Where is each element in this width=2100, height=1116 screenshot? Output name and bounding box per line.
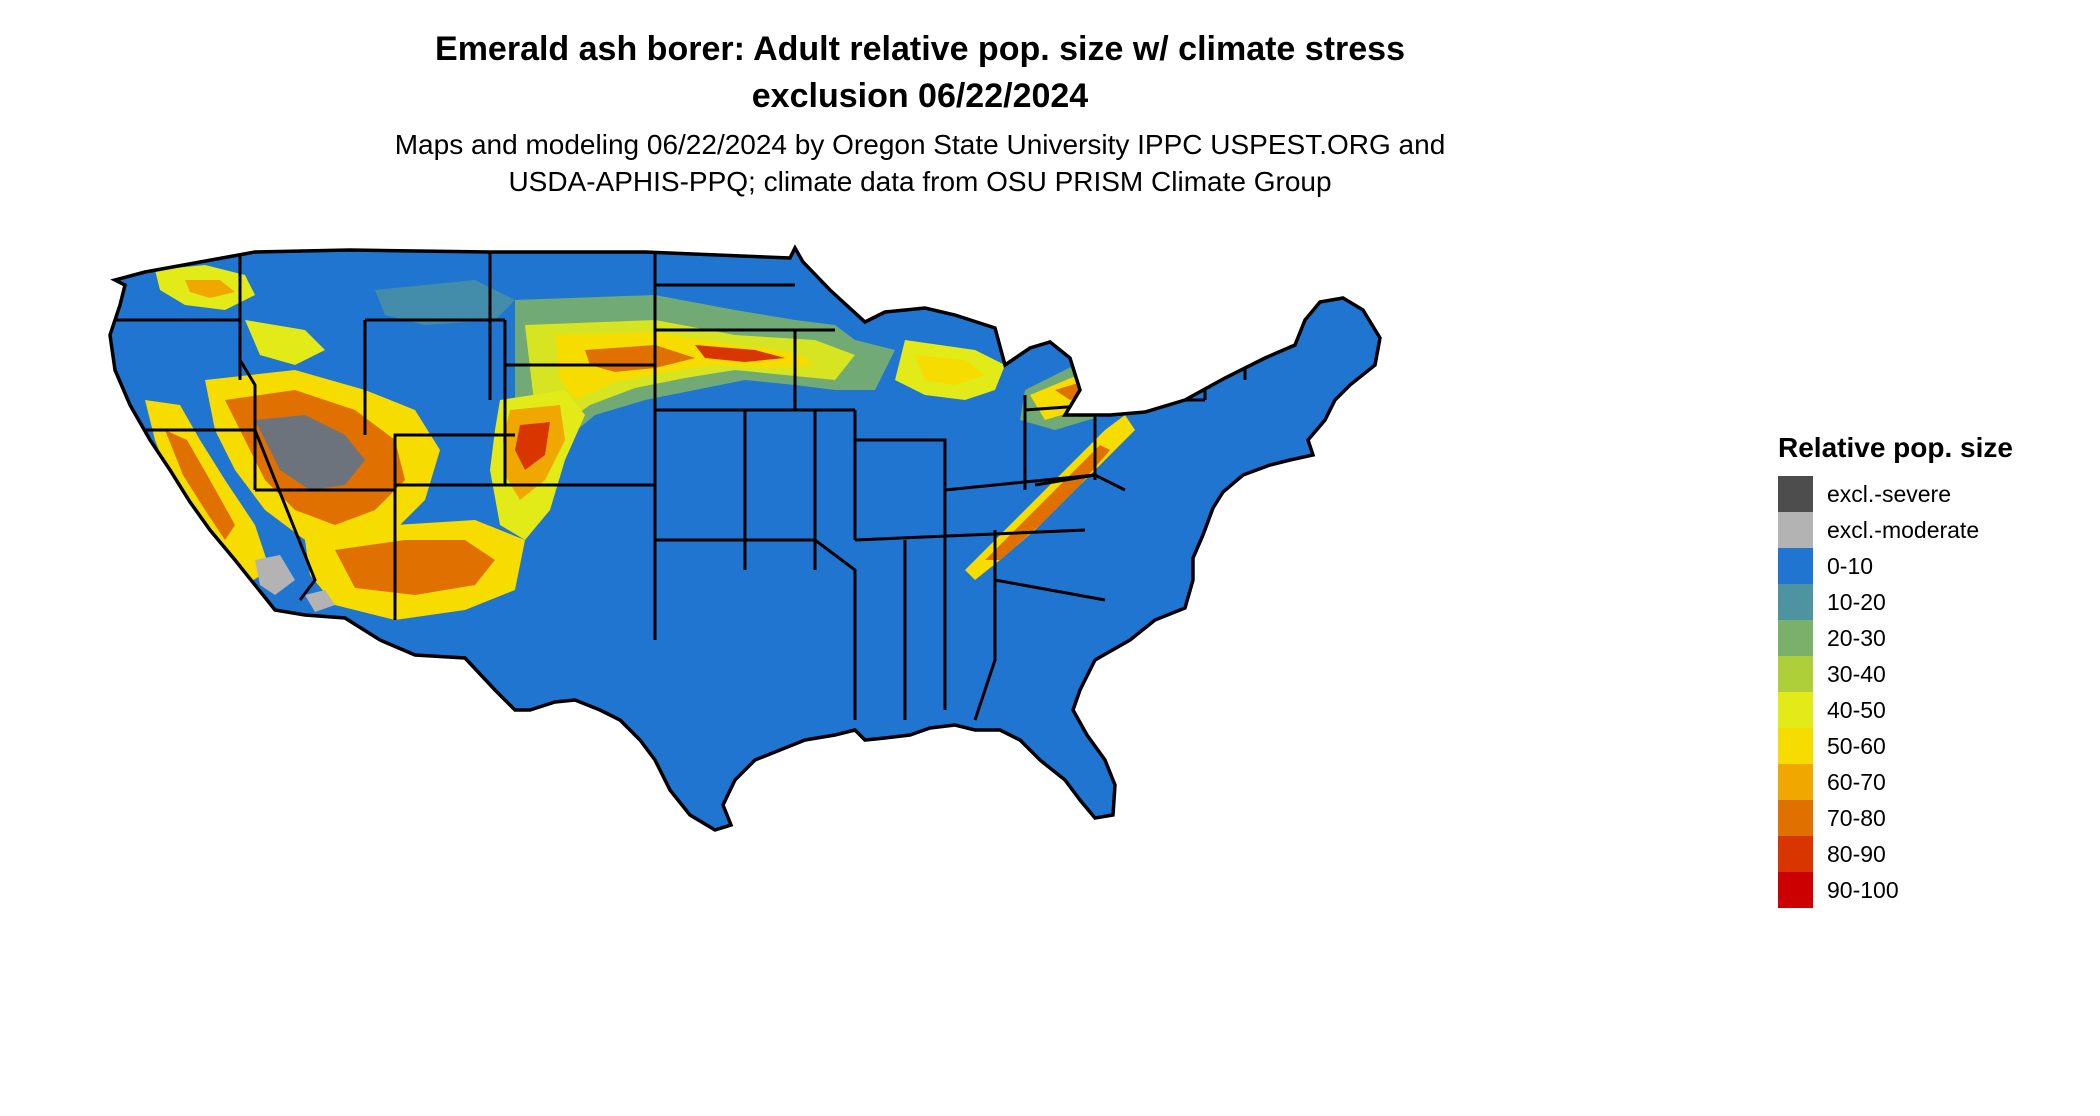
legend-item: excl.-moderate (1778, 512, 2078, 548)
legend-item: 40-50 (1778, 692, 2078, 728)
legend-item: 20-30 (1778, 620, 2078, 656)
legend-label: excl.-severe (1827, 480, 1951, 507)
legend-label: 80-90 (1827, 840, 1886, 867)
legend-label: 40-50 (1827, 696, 1886, 723)
legend-swatch (1778, 692, 1813, 728)
legend-swatch (1778, 620, 1813, 656)
legend-swatch (1778, 836, 1813, 872)
legend-item: excl.-severe (1778, 476, 2078, 512)
legend-item: 10-20 (1778, 584, 2078, 620)
legend-swatch (1778, 512, 1813, 548)
us-map (95, 240, 1775, 1100)
map-title-line-2: exclusion 06/22/2024 (751, 77, 1089, 115)
map-subtitle: Maps and modeling 06/22/2024 by Oregon S… (0, 126, 1840, 200)
legend: Relative pop. size excl.-severe excl.-mod… (1778, 432, 2078, 908)
legend-swatch (1778, 872, 1813, 908)
legend-swatch (1778, 800, 1813, 836)
legend-label: excl.-moderate (1827, 516, 1980, 543)
legend-label: 70-80 (1827, 804, 1886, 831)
legend-label: 30-40 (1827, 660, 1886, 687)
legend-item: 80-90 (1778, 836, 2078, 872)
map-title: Emerald ash borer: Adult relative pop. s… (0, 26, 1840, 120)
legend-item: 30-40 (1778, 656, 2078, 692)
legend-swatch (1778, 548, 1813, 584)
legend-swatch (1778, 764, 1813, 800)
legend-items: excl.-severe excl.-moderate 0-10 10-20 20-30… (1778, 476, 2078, 908)
legend-label: 0-10 (1827, 552, 1874, 579)
map-subtitle-line-2: USDA-APHIS-PPQ; climate data from OSU PR… (508, 166, 1332, 197)
us-map-svg (108, 246, 1382, 832)
map-title-line-1: Emerald ash borer: Adult relative pop. s… (435, 30, 1405, 68)
legend-item: 90-100 (1778, 872, 2078, 908)
legend-swatch (1778, 584, 1813, 620)
legend-item: 70-80 (1778, 800, 2078, 836)
legend-label: 20-30 (1827, 624, 1886, 651)
legend-label: 90-100 (1827, 876, 1899, 903)
legend-swatch (1778, 728, 1813, 764)
legend-swatch (1778, 656, 1813, 692)
legend-item: 60-70 (1778, 764, 2078, 800)
legend-label: 10-20 (1827, 588, 1886, 615)
legend-swatch (1778, 476, 1813, 512)
legend-item: 50-60 (1778, 728, 2078, 764)
map-subtitle-line-1: Maps and modeling 06/22/2024 by Oregon S… (394, 129, 1446, 160)
legend-label: 50-60 (1827, 732, 1886, 759)
legend-title: Relative pop. size (1778, 432, 2013, 463)
legend-item: 0-10 (1778, 548, 2078, 584)
legend-label: 60-70 (1827, 768, 1886, 795)
